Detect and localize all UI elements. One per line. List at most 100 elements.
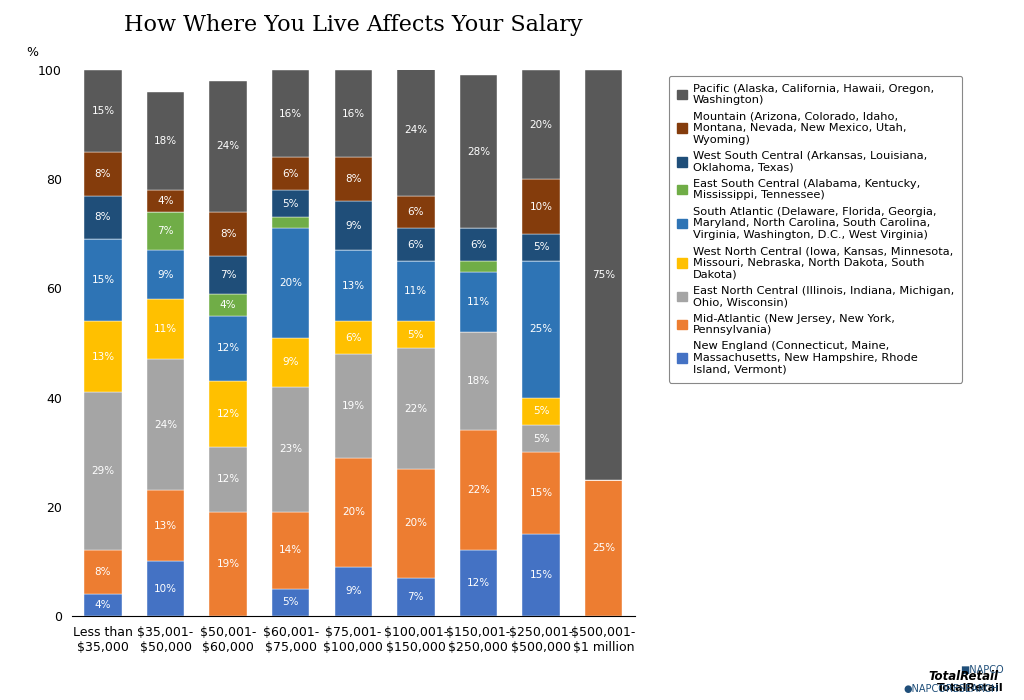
- Bar: [335, 70, 372, 158]
- Bar: [335, 458, 372, 567]
- Text: 8%: 8%: [94, 212, 112, 223]
- Text: 18%: 18%: [467, 376, 490, 386]
- Text: 5%: 5%: [283, 199, 299, 209]
- Bar: [585, 70, 623, 480]
- Text: 7%: 7%: [408, 592, 424, 602]
- Bar: [522, 234, 560, 261]
- Text: 9%: 9%: [158, 270, 174, 280]
- Bar: [272, 512, 309, 589]
- Bar: [272, 190, 309, 218]
- Text: 9%: 9%: [283, 357, 299, 367]
- Text: 5%: 5%: [532, 242, 549, 253]
- Bar: [272, 337, 309, 386]
- Bar: [209, 382, 247, 447]
- Text: 4%: 4%: [94, 600, 112, 610]
- Text: ■NAPCO: ■NAPCO: [959, 666, 1004, 675]
- Bar: [146, 212, 184, 250]
- Bar: [397, 195, 434, 228]
- Bar: [209, 512, 247, 616]
- Bar: [397, 321, 434, 349]
- Bar: [272, 158, 309, 190]
- Bar: [335, 158, 372, 201]
- Text: 6%: 6%: [345, 332, 361, 342]
- Bar: [209, 256, 247, 294]
- Bar: [460, 272, 498, 332]
- Text: 5%: 5%: [532, 406, 549, 416]
- Text: 4%: 4%: [158, 196, 174, 206]
- Text: 15%: 15%: [529, 488, 553, 498]
- Bar: [522, 261, 560, 398]
- Bar: [84, 195, 122, 239]
- Bar: [460, 430, 498, 550]
- Text: 29%: 29%: [91, 466, 115, 476]
- Text: 12%: 12%: [216, 409, 240, 419]
- Text: 20%: 20%: [280, 278, 302, 288]
- Bar: [146, 561, 184, 616]
- Text: 25%: 25%: [529, 324, 553, 335]
- Bar: [272, 70, 309, 158]
- Bar: [460, 261, 498, 272]
- Text: 11%: 11%: [154, 324, 177, 335]
- Bar: [460, 76, 498, 228]
- Text: 75%: 75%: [592, 270, 615, 280]
- Bar: [397, 349, 434, 468]
- Bar: [397, 261, 434, 321]
- Text: 15%: 15%: [91, 106, 115, 116]
- Y-axis label: %: %: [27, 46, 38, 59]
- Bar: [522, 534, 560, 616]
- Text: 20%: 20%: [342, 508, 365, 517]
- Text: 7%: 7%: [220, 270, 237, 280]
- Bar: [272, 386, 309, 512]
- Text: 16%: 16%: [280, 108, 302, 119]
- Bar: [397, 228, 434, 261]
- Text: 22%: 22%: [467, 485, 490, 496]
- Text: 13%: 13%: [342, 281, 365, 290]
- Bar: [146, 359, 184, 491]
- Bar: [272, 218, 309, 228]
- Text: 6%: 6%: [408, 207, 424, 217]
- Bar: [397, 468, 434, 578]
- Bar: [335, 354, 372, 458]
- Bar: [522, 179, 560, 234]
- Text: 8%: 8%: [94, 567, 112, 577]
- Text: 11%: 11%: [404, 286, 427, 296]
- Bar: [84, 152, 122, 195]
- Bar: [397, 578, 434, 616]
- Text: 25%: 25%: [592, 542, 615, 553]
- Bar: [335, 250, 372, 321]
- Text: 24%: 24%: [154, 420, 177, 430]
- Text: 6%: 6%: [283, 169, 299, 178]
- Text: TotalRetail: TotalRetail: [937, 683, 1004, 693]
- Bar: [84, 321, 122, 392]
- Bar: [84, 550, 122, 594]
- Text: 19%: 19%: [342, 401, 365, 411]
- Text: 19%: 19%: [216, 559, 240, 569]
- Text: 24%: 24%: [216, 141, 240, 151]
- Text: 20%: 20%: [529, 120, 553, 130]
- Text: 6%: 6%: [470, 239, 486, 250]
- Text: 15%: 15%: [91, 275, 115, 285]
- Text: 14%: 14%: [280, 545, 302, 556]
- Text: 18%: 18%: [154, 136, 177, 146]
- Bar: [397, 64, 434, 195]
- Bar: [209, 447, 247, 512]
- Text: 13%: 13%: [154, 521, 177, 531]
- Bar: [146, 92, 184, 190]
- Bar: [335, 201, 372, 250]
- Text: 16%: 16%: [342, 108, 365, 119]
- Bar: [460, 332, 498, 430]
- Text: 10%: 10%: [529, 202, 553, 211]
- Text: 7%: 7%: [158, 226, 174, 236]
- Bar: [146, 300, 184, 359]
- Text: 23%: 23%: [280, 444, 302, 454]
- Text: 24%: 24%: [404, 125, 427, 135]
- Bar: [522, 452, 560, 534]
- Text: 8%: 8%: [345, 174, 361, 184]
- Bar: [146, 250, 184, 300]
- Bar: [522, 398, 560, 425]
- Text: 12%: 12%: [467, 578, 490, 588]
- Text: 28%: 28%: [467, 147, 490, 157]
- Bar: [460, 550, 498, 616]
- Text: 12%: 12%: [216, 475, 240, 484]
- Text: 22%: 22%: [404, 403, 427, 414]
